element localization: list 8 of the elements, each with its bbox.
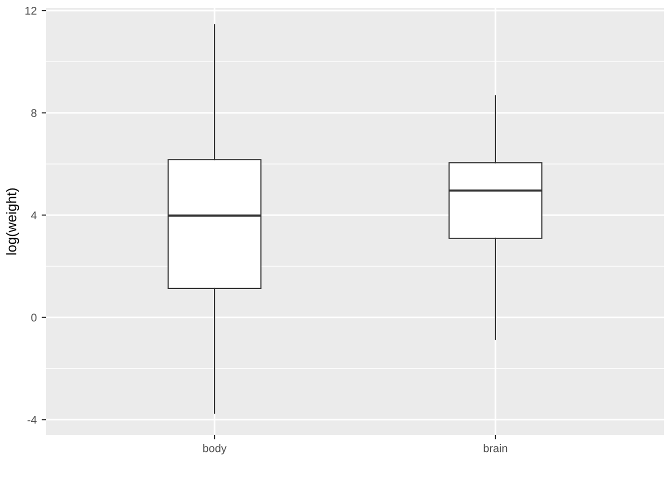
y-tick-label: 8 (31, 109, 36, 117)
x-tick-label: body (203, 444, 227, 454)
y-tick-label: 0 (31, 314, 37, 322)
y-tick-label: 4 (31, 211, 37, 220)
x-tick-label: brain (484, 444, 508, 452)
y-tick-label: -4 (28, 416, 37, 424)
y-tick-label: 12 (25, 6, 36, 15)
y-axis-title: log(weight) (6, 188, 20, 255)
